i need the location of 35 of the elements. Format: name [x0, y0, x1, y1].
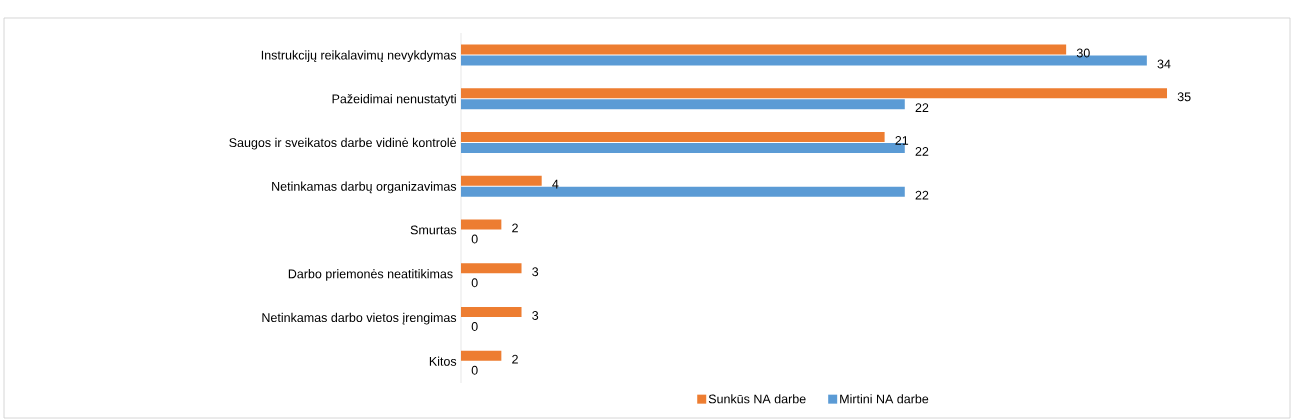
y-tick-label: Netinkamas darbų organizavimas	[272, 181, 457, 194]
data-label: 2	[512, 354, 518, 364]
y-tick-label: Netinkamas darbo vietos įrengimas	[262, 312, 457, 325]
data-label: 3	[532, 267, 539, 277]
bar	[461, 306, 522, 317]
data-label: 0	[471, 234, 478, 244]
data-label: 21	[895, 136, 909, 145]
data-label: 0	[471, 365, 478, 375]
bar	[461, 44, 1067, 55]
data-label: 4	[552, 179, 559, 189]
bar	[461, 131, 885, 142]
data-label: 2	[512, 223, 518, 233]
bar	[461, 99, 905, 110]
data-label: 35	[1177, 92, 1191, 102]
data-label: 30	[1076, 48, 1090, 58]
legend-label: Mirtini NA darbe	[840, 394, 929, 404]
data-label: 22	[915, 103, 929, 113]
bar	[461, 219, 502, 230]
data-label: 22	[915, 190, 929, 200]
y-tick-label: Darbo priemonės neatitikimas	[288, 269, 453, 281]
bar	[461, 88, 1168, 99]
bar	[461, 175, 542, 186]
data-label: 0	[471, 322, 478, 331]
y-tick-label: Saugos ir sveikatos darbe vidinė kontrolė	[229, 137, 457, 150]
y-tick-label: Smurtas	[410, 225, 457, 235]
y-tick-label: Pažeidimai nenustatyti	[332, 94, 456, 106]
data-label: 0	[471, 278, 478, 288]
legend-label: Sunkūs NA darbe	[708, 394, 806, 404]
data-label: 34	[1157, 59, 1171, 69]
y-tick-label: Instrukcijų reikalavimų nevykdymas	[261, 50, 457, 63]
data-label: 22	[915, 147, 929, 156]
bar	[461, 350, 502, 361]
bar	[461, 263, 522, 274]
y-tick-label: Kitos	[429, 356, 457, 366]
data-label: 3	[532, 311, 539, 320]
